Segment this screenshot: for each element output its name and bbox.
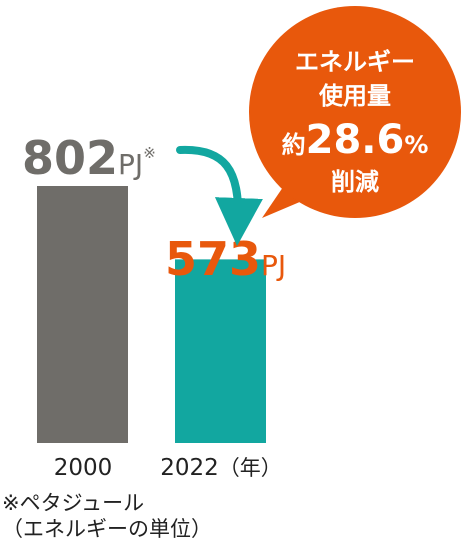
callout-percent: %: [404, 131, 428, 159]
category-label-2022: 2022（年）: [160, 455, 282, 481]
value-label-2022-unit: PJ: [261, 249, 286, 282]
callout-line-2: 使用量: [318, 82, 391, 110]
callout-number: 28.6: [306, 117, 405, 163]
unit-footnote: ※ペタジュール （エネルギーの単位）: [2, 490, 212, 542]
callout-circle: [249, 6, 461, 218]
value-label-2000-unit: PJ: [118, 148, 143, 181]
callout-line-4: 削減: [331, 168, 379, 196]
category-label-2022-year: 2022: [160, 455, 219, 481]
bar-2000: [37, 186, 128, 443]
footnote-line-2: （エネルギーの単位）: [2, 517, 212, 541]
value-label-2000-mark: ※: [143, 144, 156, 162]
category-label-2000: 2000: [54, 455, 113, 481]
bar-2022: [175, 259, 266, 443]
callout-percentage: 約28.6%: [282, 117, 429, 163]
value-label-2022: 573PJ: [165, 232, 286, 286]
value-label-2000-number: 802: [22, 131, 118, 185]
value-label-2000: 802PJ※: [22, 131, 156, 185]
reduction-callout: エネルギー 使用量 約28.6% 削減: [249, 6, 461, 218]
footnote-line-1: ※ペタジュール: [2, 491, 145, 515]
decrease-arrow: [176, 145, 263, 246]
value-label-2022-number: 573: [165, 232, 261, 286]
year-suffix: （年）: [219, 456, 282, 480]
callout-prefix: 約: [282, 131, 306, 159]
callout-line-1: エネルギー: [295, 48, 415, 76]
